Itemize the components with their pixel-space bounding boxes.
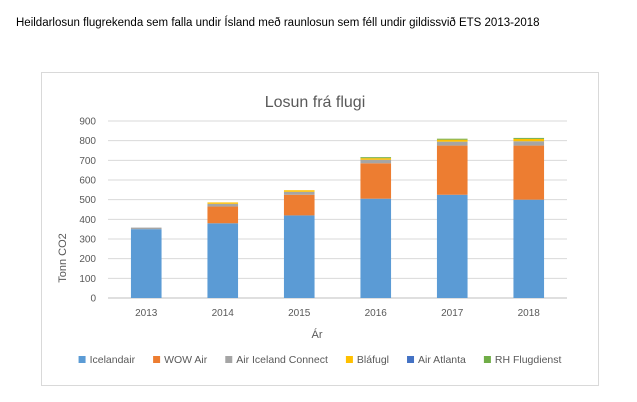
legend-label: WOW Air: [164, 354, 208, 366]
legend-entry: WOW Air: [153, 354, 208, 366]
emissions-bar-chart: Losun frá flugi 0 100 200 300 400 500 600 700 80…: [57, 94, 567, 366]
legend-swatch: [483, 356, 491, 363]
legend-label: Air Atlanta: [418, 354, 466, 366]
y-tick-label: 500: [79, 195, 96, 206]
legend-label: RH Flugdienst: [495, 354, 562, 366]
bar-segment: [360, 157, 392, 159]
legend-label: Air Iceland Connect: [236, 354, 328, 366]
legend-entry: RH Flugdienst: [483, 354, 562, 366]
x-tick-label: 2016: [365, 308, 388, 319]
bar-segment: [436, 194, 468, 298]
bars: [130, 137, 545, 298]
bar-segment: [513, 138, 545, 142]
bar-segment: [283, 190, 315, 192]
bar-segment: [283, 194, 315, 216]
bar-segment: [207, 223, 239, 298]
legend-swatch: [345, 356, 353, 363]
x-axis-ticks: 2013 2014 2015 2016 2017 2018: [135, 308, 540, 319]
legend-label: Bláfugl: [357, 354, 389, 366]
y-axis-ticks: 0 100 200 300 400 500 600 700 800 900: [79, 117, 96, 305]
bar-segment: [360, 163, 392, 199]
bar-segment: [283, 215, 315, 298]
bar-segment: [360, 158, 392, 160]
gridlines: [108, 120, 567, 299]
bar-segment: [513, 199, 545, 298]
legend-swatch: [225, 356, 233, 363]
legend: Icelandair WOW Air Air Iceland Connect Bláf…: [78, 354, 562, 366]
bar-segment: [130, 229, 162, 298]
legend-entry: Air Atlanta: [407, 354, 466, 366]
legend-swatch: [407, 356, 415, 363]
chart-frame: Losun frá flugi 0 100 200 300 400 500 600 700 80…: [41, 72, 599, 386]
legend-entry: Icelandair: [78, 354, 136, 366]
y-tick-label: 300: [79, 235, 96, 246]
bar-segment: [436, 138, 468, 140]
bar-segment: [207, 202, 239, 204]
y-tick-label: 700: [79, 156, 96, 167]
x-axis-title: Ár: [312, 328, 323, 341]
bar-segment: [436, 145, 468, 195]
bar-segment: [513, 145, 545, 200]
x-tick-label: 2018: [518, 308, 541, 319]
bar-segment: [207, 206, 239, 224]
y-tick-label: 600: [79, 176, 96, 187]
y-axis-title: Tonn CO2: [57, 233, 69, 283]
bar-segment: [436, 141, 468, 146]
x-tick-label: 2013: [135, 308, 158, 319]
x-tick-label: 2015: [288, 308, 311, 319]
legend-swatch: [78, 356, 86, 363]
bar-segment: [360, 159, 392, 164]
x-tick-label: 2014: [212, 308, 235, 319]
y-tick-label: 0: [90, 294, 96, 305]
legend-swatch: [153, 356, 161, 363]
legend-entry: Bláfugl: [345, 354, 389, 366]
legend-entry: Air Iceland Connect: [225, 354, 328, 366]
bar-segment: [513, 137, 545, 139]
y-tick-label: 900: [79, 117, 96, 128]
bar-segment: [130, 227, 162, 230]
bar-segment: [513, 141, 545, 146]
page-caption: Heildarlosun flugrekenda sem falla undir…: [16, 17, 540, 29]
x-tick-label: 2017: [441, 308, 464, 319]
y-tick-label: 800: [79, 136, 96, 147]
y-tick-label: 200: [79, 254, 96, 265]
bar-segment: [360, 198, 392, 298]
bar-segment: [207, 203, 239, 207]
chart-title: Losun frá flugi: [265, 94, 366, 111]
bar-segment: [436, 139, 468, 142]
y-tick-label: 400: [79, 215, 96, 226]
bar-segment: [283, 191, 315, 195]
legend-label: Icelandair: [90, 354, 136, 366]
y-tick-label: 100: [79, 274, 96, 285]
